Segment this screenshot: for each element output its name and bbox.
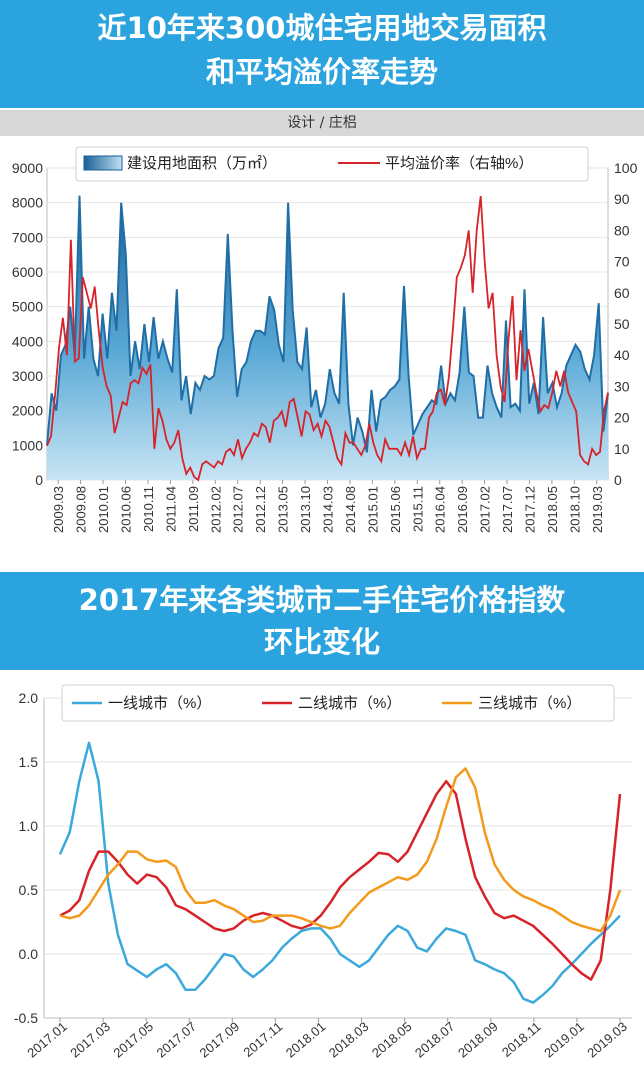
chart2-x-tick-label: 2018.03	[326, 1019, 372, 1061]
chart2-x-tick-label: 2018.05	[369, 1019, 415, 1061]
legend-label-1: 一线城市（%）	[108, 695, 211, 712]
chart1-x-tick-label: 2015.11	[410, 486, 425, 532]
chart1-left-tick-label: 9000	[12, 160, 43, 176]
chart2-y-tick-label: 1.0	[19, 818, 39, 834]
chart1-right-tick-label: 80	[614, 222, 630, 238]
chart1-x-tick-label: 2014.08	[343, 486, 358, 533]
chart2-y-tick-label: 1.5	[19, 754, 39, 770]
chart1-right-tick-label: 10	[614, 441, 630, 457]
chart1-x-tick-label: 2019.03	[590, 486, 605, 533]
chart1-right-tick-label: 50	[614, 316, 630, 332]
series-line-2	[59, 779, 622, 981]
chart2-x-tick-label: 2019.03	[584, 1019, 630, 1061]
chart1-x-tick-label: 2016.09	[455, 486, 470, 533]
chart2-x-tick-label: 2018.11	[499, 1019, 544, 1060]
chart1-right-tick-label: 40	[614, 347, 630, 363]
chart1-left-tick-label: 7000	[12, 229, 43, 245]
chart2-x-tick-label: 2018.01	[283, 1019, 329, 1061]
chart1-right-tick-label: 30	[614, 378, 630, 394]
chart2-x-tick-label: 2017.05	[110, 1019, 156, 1061]
chart2-x-tick-label: 2017.07	[154, 1019, 200, 1061]
chart1-legend: 建设用地面积（万㎡） 平均溢价率（右轴%）	[75, 146, 589, 182]
chart2-x-tick-label: 2017.03	[67, 1019, 113, 1061]
chart1-x-tick-label: 2017.02	[478, 486, 493, 533]
chart1-title-line1: 近10年来300城住宅用地交易面积	[97, 11, 547, 45]
series-line-3	[59, 767, 622, 933]
chart1-x-tick-label: 2011.09	[186, 486, 201, 532]
chart2-title-line2: 环比变化	[263, 625, 380, 659]
chart1-right-tick-label: 20	[614, 410, 630, 426]
chart2-y-tick-label: -0.5	[14, 1010, 38, 1026]
chart1-x-tick-label: 2012.07	[231, 486, 246, 533]
chart1-x-tick-label: 2015.01	[365, 486, 380, 533]
chart1-right-tick-label: 0	[614, 472, 622, 488]
chart1-title-banner: 近10年来300城住宅用地交易面积 和平均溢价率走势	[0, 0, 644, 108]
chart1-x-tick-label: 2010.01	[96, 486, 111, 533]
chart1-left-tick-label: 2000	[12, 403, 43, 419]
legend-line-label: 平均溢价率（右轴%）	[385, 155, 533, 172]
chart2-legend: 一线城市（%） 二线城市（%） 三线城市（%）	[61, 684, 615, 722]
chart1-x-tick-label: 2014.03	[321, 486, 336, 533]
chart1-left-tick-label: 8000	[12, 195, 43, 211]
chart2-legend-box	[61, 684, 615, 722]
chart2-x-tick-label: 2018.07	[412, 1019, 458, 1061]
chart1-x-tick-label: 2012.02	[208, 486, 223, 533]
chart1-left-tick-label: 1000	[12, 437, 43, 453]
chart1-right-tick-label: 60	[614, 285, 630, 301]
chart1-x-tick-label: 2010.11	[141, 486, 156, 532]
chart2-title-banner: 2017年来各类城市二手住宅价格指数 环比变化	[0, 572, 644, 670]
chart1-x-tick-label: 2017.12	[522, 486, 537, 533]
chart1-x-tick-label: 2017.07	[500, 486, 515, 533]
land-area-series-fill	[47, 195, 608, 480]
chart2-x-tick-label: 2018.09	[455, 1019, 501, 1061]
land-area-series-outline	[46, 195, 609, 453]
chart1-x-tick-label: 2013.05	[276, 486, 291, 533]
chart1-x-tick-label: 2012.12	[253, 486, 268, 533]
chart1-x-tick-label: 2016.04	[433, 486, 448, 533]
chart1-right-tick-label: 90	[614, 191, 630, 207]
chart1-left-tick-label: 6000	[12, 264, 43, 280]
premium-rate-series-line	[46, 195, 609, 482]
legend-area-swatch	[83, 155, 123, 171]
chart1-left-tick-label: 5000	[12, 299, 43, 315]
chart1-x-tick-label: 2013.10	[298, 486, 313, 533]
chart2-y-tick-label: 0.5	[19, 882, 39, 898]
chart2-x-tick-label: 2019.01	[541, 1019, 587, 1061]
chart1-x-tick-label: 2010.06	[119, 486, 134, 533]
chart1-left-tick-label: 4000	[12, 333, 43, 349]
chart1-title-line2: 和平均溢价率走势	[205, 55, 438, 89]
chart1-x-tick-label: 2009.03	[51, 486, 66, 533]
chart1-left-tick-label: 3000	[12, 368, 43, 384]
chart1-x-tick-label: 2015.06	[388, 486, 403, 533]
chart1-x-tick-label: 2018.05	[545, 486, 560, 533]
legend-label-2: 二线城市（%）	[298, 695, 401, 712]
legend-label-3: 三线城市（%）	[478, 695, 581, 712]
chart1-x-tick-label: 2011.04	[163, 486, 178, 532]
chart2-y-tick-label: 0.0	[19, 946, 39, 962]
chart2-x-tick-label: 2017.11	[240, 1019, 285, 1060]
chart1-legend-box	[75, 146, 589, 182]
series-line-1	[58, 741, 621, 1004]
design-credit: 设计 / 庄梠	[0, 110, 644, 136]
chart1-left-tick-label: 0	[35, 472, 43, 488]
chart1-right-tick-label: 100	[614, 160, 638, 176]
chart2-title-line1: 2017年来各类城市二手住宅价格指数	[78, 583, 566, 617]
resale-price-index-chart: -0.50.00.51.01.52.02017.012017.032017.05…	[14, 684, 632, 1061]
legend-area-label: 建设用地面积（万㎡）	[127, 155, 277, 172]
chart1-x-tick-label: 2009.08	[74, 486, 89, 533]
chart1-x-tick-label: 2018.10	[567, 486, 582, 533]
chart2-x-tick-label: 2017.09	[197, 1019, 243, 1061]
chart2-y-tick-label: 2.0	[19, 690, 39, 706]
land-area-premium-chart: 0 1000 2000 3000 4000 5000 6000 7000 8000 9000 0 10…	[12, 146, 638, 533]
chart1-right-tick-label: 70	[614, 254, 630, 270]
